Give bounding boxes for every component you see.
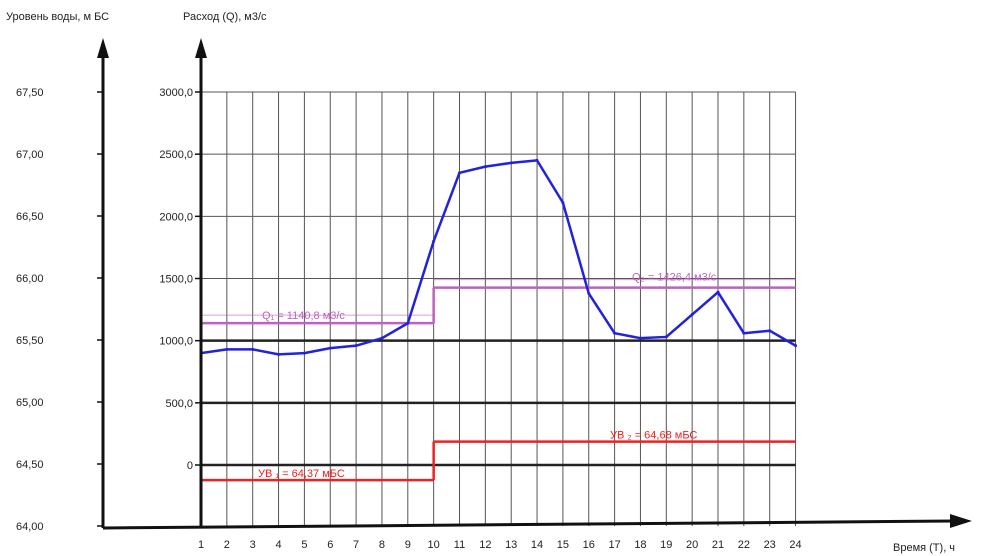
discharge-tick-label: 2500,0 [159, 149, 193, 161]
data-point [716, 290, 720, 294]
reference-line-label: УВ ₁ = 64,37 мБС [258, 468, 345, 480]
data-point [509, 161, 513, 165]
x-tick-label: 16 [583, 539, 595, 551]
level-tick-label: 65,50 [16, 335, 44, 347]
data-point [768, 329, 772, 333]
level-tick-label: 64,50 [16, 459, 44, 471]
data-point [664, 335, 668, 339]
x-tick-label: 7 [353, 539, 359, 551]
data-point [225, 347, 229, 351]
x-tick-label: 11 [454, 539, 465, 551]
x-tick-label: 19 [660, 539, 672, 551]
x-tick-label: 18 [634, 539, 646, 551]
data-point [380, 336, 384, 340]
data-point [406, 321, 410, 325]
discharge-series-line [200, 159, 797, 356]
x-tick-label: 5 [301, 539, 307, 551]
level-axis-arrow [97, 38, 109, 58]
x-tick-label: 17 [608, 539, 620, 551]
tick-labels: 1 2 3 4 5 6 7 8 9 10 11 12 13 14 15 16 17 18 19 20 21 22 23 240… [16, 87, 802, 551]
data-point [742, 331, 746, 335]
time-axis-line [102, 519, 956, 530]
discharge-axis-label: Расход (Q), м3/с [183, 11, 267, 23]
series-layer [199, 158, 798, 356]
level-tick-label: 66,00 [16, 273, 44, 285]
level-tick-label: 66,50 [16, 211, 44, 223]
x-tick-label: 15 [557, 539, 569, 551]
discharge-tick-label: 0 [187, 460, 193, 472]
x-tick-label: 6 [327, 539, 333, 551]
discharge-tick-label: 1000,0 [159, 336, 193, 348]
data-point [432, 239, 436, 243]
x-tick-label: 3 [250, 539, 256, 551]
x-tick-label: 21 [712, 539, 724, 551]
x-tick-label: 10 [428, 539, 440, 551]
data-point [794, 344, 798, 348]
axes [97, 38, 972, 530]
level-tick-label: 64,00 [16, 521, 44, 533]
x-tick-label: 20 [686, 539, 698, 551]
time-axis-label: Время (Т), ч [893, 542, 955, 554]
reference-lines: Q₁ = 1140,8 м3/с Q₂ = 1426,4 м3/с УВ ₁ = 6… [201, 272, 796, 482]
level-tick-label: 67,00 [16, 149, 44, 161]
grid [97, 91, 797, 527]
x-tick-label: 13 [505, 539, 517, 551]
data-point [638, 336, 642, 340]
data-point [535, 158, 539, 162]
x-tick-label: 8 [379, 539, 385, 551]
discharge-tick-label: 500,0 [165, 398, 193, 410]
x-tick-label: 14 [531, 539, 543, 551]
level-axis-label: Уровень воды, м БС [6, 11, 109, 23]
x-tick-label: 2 [224, 539, 230, 551]
discharge-tick-label: 2000,0 [159, 211, 193, 223]
data-point [690, 313, 694, 317]
x-tick-label: 23 [764, 539, 776, 551]
discharge-tick-label: 3000,0 [159, 87, 193, 99]
data-point [587, 291, 591, 295]
x-tick-label: 4 [275, 539, 281, 551]
data-point [277, 352, 281, 356]
x-tick-label: 1 [198, 539, 204, 551]
x-tick-label: 22 [738, 539, 750, 551]
reference-line-label: Q₂ = 1426,4 м3/с [632, 272, 717, 284]
x-tick-label: 24 [789, 539, 801, 551]
data-point [458, 171, 461, 175]
data-point [328, 346, 332, 350]
discharge-tick-label: 1500,0 [159, 274, 193, 286]
level-tick-label: 65,00 [16, 397, 44, 409]
discharge-axis-arrow [195, 38, 207, 58]
data-point [354, 344, 358, 348]
x-tick-label: 9 [405, 539, 411, 551]
time-axis-arrow [950, 514, 972, 528]
x-tick-label: 12 [479, 539, 491, 551]
reference-line-label: Q₁ = 1140,8 м3/с [262, 310, 345, 322]
reference-line-label: УВ ₂ = 64,68 мБС [610, 430, 697, 442]
data-point [251, 347, 255, 351]
data-point [302, 351, 306, 355]
data-point [561, 201, 565, 205]
data-point [613, 331, 617, 335]
data-point [483, 165, 487, 169]
level-tick-label: 67,50 [16, 87, 44, 99]
